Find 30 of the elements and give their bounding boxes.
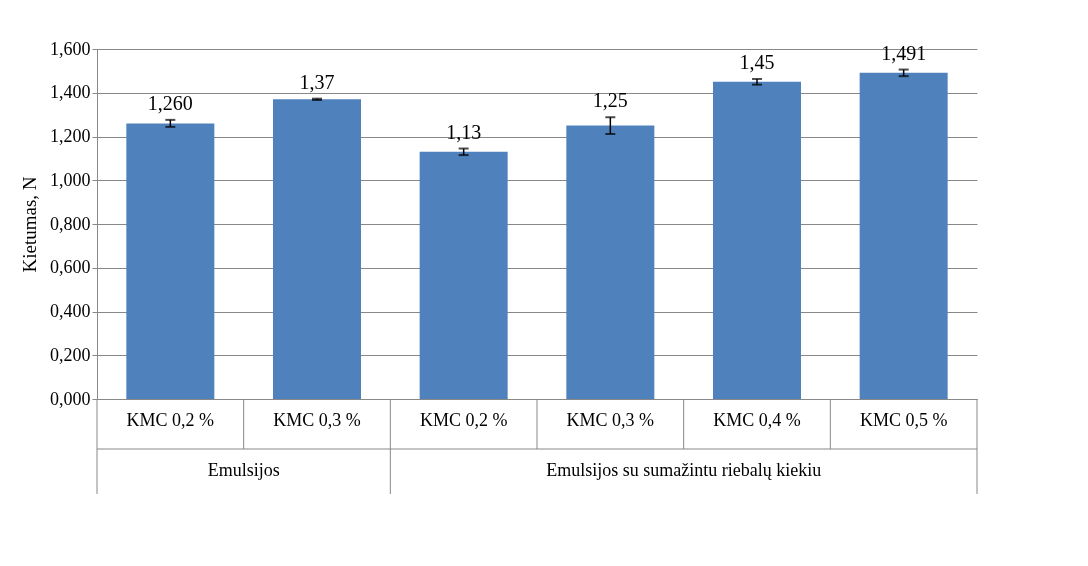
data-label: 1,45 xyxy=(739,50,775,73)
y-tick-label: 0,600 xyxy=(50,257,91,278)
y-tick-label: 1,600 xyxy=(50,38,91,59)
data-label: 1,491 xyxy=(881,41,927,64)
x-tick-label: KMC 0,2 % xyxy=(419,409,508,430)
text: Emulsijos xyxy=(207,460,280,480)
data-label: 1,37 xyxy=(299,70,335,93)
bar xyxy=(713,81,801,399)
y-tick-label: 1,000 xyxy=(50,169,91,190)
y-tick-label: 1,400 xyxy=(50,82,91,103)
bar xyxy=(273,99,361,399)
y-tick-label: 0,400 xyxy=(50,301,91,321)
data-label: 1,25 xyxy=(592,89,628,112)
x-tick-label: KMC 0,5 % xyxy=(859,409,948,430)
y-tick-label: 1,200 xyxy=(50,126,91,146)
bar xyxy=(566,125,655,399)
data-label: 1,260 xyxy=(147,91,193,114)
x-tick-label: KMC 0,3 % xyxy=(273,409,361,430)
x-tick-label: KMC 0,2 % xyxy=(126,409,215,430)
x-tick-label: KMC 0,3 % xyxy=(566,409,655,430)
x-tick-label: KMC 0,4 % xyxy=(713,409,801,430)
data-label: 1,13 xyxy=(446,120,482,143)
y-tick-label: 0,000 xyxy=(50,388,91,409)
text: Emulsijos su sumažintu riebalų kiekiu xyxy=(546,460,822,480)
bar xyxy=(126,123,215,399)
bar xyxy=(419,151,508,399)
y-tick-label: 0,200 xyxy=(50,344,91,365)
bar xyxy=(859,72,948,399)
y-axis-title: Kietumas, N xyxy=(19,176,40,273)
y-tick-label: 0,800 xyxy=(50,213,91,234)
